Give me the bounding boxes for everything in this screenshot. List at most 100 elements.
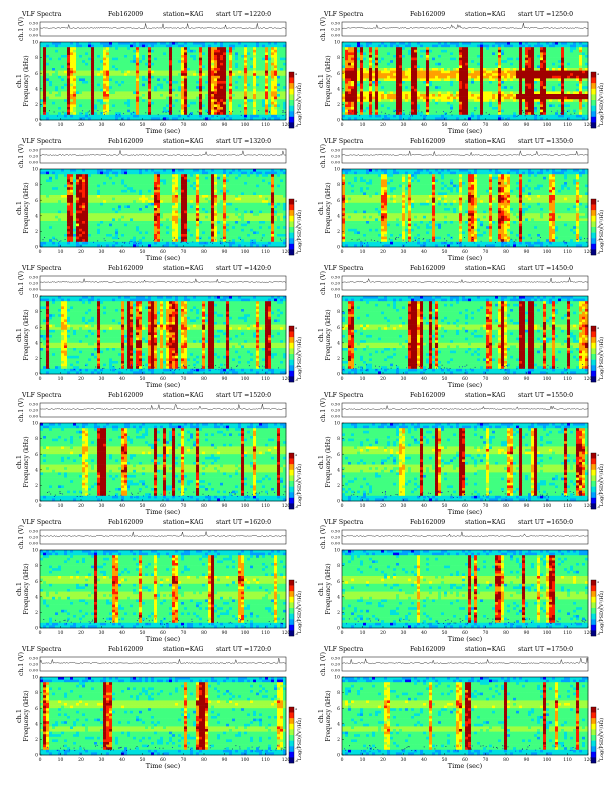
colorbar-tick-label: -7 — [597, 492, 600, 496]
ch-tick-label: 0.50 — [331, 148, 340, 153]
time-tick-label: 40 — [119, 630, 125, 636]
time-tick-label: 10 — [360, 503, 366, 509]
spectrogram-chart: 0.000.200.50 ch.1 (V) 0 2 4 6 8 10 ch.1 Frequency… — [15, 525, 303, 643]
time-tick-label: 110 — [261, 249, 270, 255]
panel-title: VLF Spectra — [324, 645, 363, 655]
colorbar-tick-label: -8 — [597, 124, 600, 128]
heatmap-cells — [40, 550, 287, 629]
ch-tick-label: 0.00 — [331, 287, 340, 292]
ch-tick-label: 0.00 — [29, 287, 38, 292]
waveform-trace — [39, 23, 287, 29]
colorbar-tick-label: 4 — [295, 199, 297, 203]
freq-tick-label: 10 — [32, 421, 38, 427]
ch-tick-label: 0.50 — [331, 21, 340, 26]
time-tick-label: 100 — [241, 503, 250, 509]
panel-date: Feb162009 — [108, 10, 143, 20]
panel-title: VLF Spectra — [22, 518, 61, 528]
colorbar-label: Log(PSD)(V²/Hz) — [598, 210, 605, 252]
time-tick-label: 120 — [282, 122, 291, 128]
panel-title: VLF Spectra — [22, 264, 61, 274]
freq-tick-label: 4 — [35, 213, 38, 219]
freq-tick-label: 8 — [337, 55, 340, 61]
ch-tick-label: 0.00 — [29, 541, 38, 546]
ch-tick-label: 0.00 — [29, 160, 38, 165]
waveform-frame — [39, 656, 287, 672]
time-tick-label: 50 — [442, 503, 448, 509]
freq-tick-label: 4 — [35, 467, 38, 473]
colorbar-label: Log(PSD)(V²/Hz) — [296, 718, 303, 760]
colorbar-tick-label: -8 — [295, 632, 298, 636]
time-tick-label: 50 — [442, 376, 448, 382]
heatmap-cells — [342, 42, 589, 121]
time-tick-label: 100 — [241, 249, 250, 255]
time-tick-label: 40 — [421, 630, 427, 636]
colorbar-tick-label: 4 — [597, 453, 599, 457]
ch-tick-label: 0.50 — [29, 402, 38, 407]
time-tick-label: 20 — [78, 630, 84, 636]
panel-station: station=KAG — [163, 518, 204, 528]
time-tick-label: 110 — [563, 249, 572, 255]
colorbar-tick-label: 4 — [295, 453, 297, 457]
panel-station: station=KAG — [163, 391, 204, 401]
time-tick-label: 110 — [563, 757, 572, 763]
time-tick-label: 40 — [421, 249, 427, 255]
spec-ylabel-freq: Frequency (kHz) — [325, 182, 332, 233]
ut-value: =1650:0 — [546, 519, 573, 526]
colorbar-tick-label: -5 — [295, 593, 298, 597]
waveform-trace — [341, 23, 588, 29]
time-tick-label: 90 — [524, 630, 530, 636]
waveform-trace — [341, 531, 589, 537]
time-tick-label: 60 — [160, 376, 166, 382]
time-tick-label: 10 — [58, 630, 64, 636]
time-tick-label: 40 — [421, 376, 427, 382]
ut-value: =1320:0 — [244, 138, 271, 145]
panel-title: VLF Spectra — [22, 391, 61, 401]
spec-ylabel-ch: ch.1 — [15, 74, 23, 88]
freq-tick-label: 4 — [337, 467, 340, 473]
spec-ylabel-freq: Frequency (kHz) — [23, 563, 30, 614]
time-tick-label: 70 — [483, 249, 489, 255]
freq-tick-label: 2 — [337, 737, 340, 743]
time-tick-label: 110 — [261, 122, 270, 128]
ch-tick-label: 0.00 — [29, 414, 38, 419]
freq-tick-label: 4 — [337, 86, 340, 92]
colorbar-tick-label: -7 — [295, 492, 298, 496]
ch-tick-label: 0.20 — [331, 27, 340, 32]
time-tick-label: 120 — [584, 122, 593, 128]
colorbar-tick-label: -7 — [597, 238, 600, 242]
time-tick-label: 50 — [442, 630, 448, 636]
colorbar — [590, 579, 597, 637]
time-tick-label: 70 — [483, 503, 489, 509]
freq-tick-label: 6 — [35, 198, 38, 204]
colorbar — [590, 71, 597, 129]
spectrogram-chart: 0.000.200.50 ch.1 (V) 0 2 4 6 8 10 ch.1 Frequency… — [317, 17, 605, 135]
freq-tick-label: 2 — [337, 483, 340, 489]
ch-tick-label: 0.50 — [331, 656, 340, 661]
colorbar-tick-label: -7 — [597, 619, 600, 623]
time-tick-label: 90 — [222, 376, 228, 382]
time-tick-label: 30 — [99, 122, 105, 128]
time-tick-label: 100 — [241, 630, 250, 636]
time-tick-label: 100 — [543, 249, 552, 255]
time-tick-label: 80 — [503, 249, 509, 255]
spec-ylabel-ch: ch.1 — [317, 455, 325, 469]
panel-date: Feb162009 — [410, 10, 445, 20]
colorbar-label: Log(PSD)(V²/Hz) — [598, 83, 605, 125]
time-tick-label: 20 — [380, 376, 386, 382]
colorbar-tick-label: -8 — [597, 759, 600, 763]
panel-station: station=KAG — [163, 137, 204, 147]
time-tick-label: 120 — [584, 249, 593, 255]
time-axis-label: Time (sec) — [448, 762, 483, 770]
freq-tick-label: 8 — [337, 690, 340, 696]
spectrogram-panel: VLF Spectra Feb162009 station=KAG start UT … — [10, 137, 303, 263]
ch-tick-label: 0.50 — [29, 529, 38, 534]
panel-station: station=KAG — [465, 391, 506, 401]
panel-title: VLF Spectra — [324, 518, 363, 528]
ch-tick-label: 0.50 — [331, 275, 340, 280]
colorbar-tick-label: -8 — [597, 378, 600, 382]
freq-tick-label: 6 — [337, 706, 340, 712]
ch-axis-label: ch.1 (V) — [18, 144, 25, 168]
colorbar-tick-label: -5 — [295, 720, 298, 724]
colorbar-tick-label: -5 — [597, 212, 600, 216]
colorbar-tick-label: -8 — [295, 251, 298, 255]
